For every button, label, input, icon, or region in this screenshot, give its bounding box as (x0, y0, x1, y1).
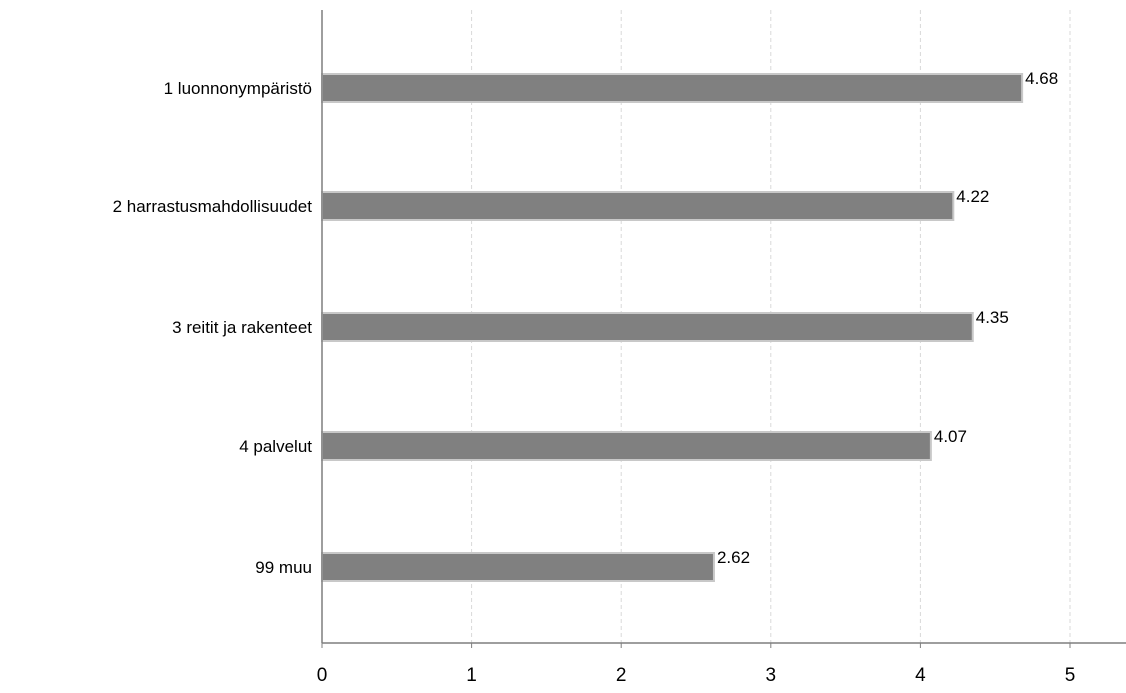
category-label-5: 99 muu (255, 558, 312, 577)
bar-2 (321, 191, 955, 221)
x-tick-label-2: 2 (616, 665, 627, 686)
bar-3 (321, 312, 974, 342)
value-label-5: 2.62 (717, 548, 750, 567)
axes (321, 10, 1126, 648)
value-labels: 4.68 4.22 4.35 4.07 2.62 (717, 69, 1058, 567)
category-label-3: 3 reitit ja rakenteet (172, 318, 312, 337)
value-label-4: 4.07 (934, 427, 967, 446)
x-tick-label-0: 0 (317, 665, 328, 686)
bar-4 (321, 431, 932, 461)
bars (321, 73, 1024, 582)
x-tick-label-5: 5 (1065, 665, 1076, 686)
x-tick-label-3: 3 (766, 665, 777, 686)
value-label-1: 4.68 (1025, 69, 1058, 88)
category-label-2: 2 harrastusmahdollisuudet (113, 197, 313, 216)
category-label-1: 1 luonnonympäristö (164, 79, 312, 98)
x-tick-label-1: 1 (466, 665, 477, 686)
tick-labels: 0 1 2 3 4 5 (317, 665, 1076, 686)
bar-5 (321, 552, 715, 582)
category-label-4: 4 palvelut (239, 437, 312, 456)
bar-1 (321, 73, 1024, 103)
category-labels: 1 luonnonympäristö 2 harrastusmahdollisuu… (113, 79, 313, 577)
x-tick-label-4: 4 (915, 665, 926, 686)
value-label-2: 4.22 (956, 187, 989, 206)
value-label-3: 4.35 (976, 308, 1009, 327)
